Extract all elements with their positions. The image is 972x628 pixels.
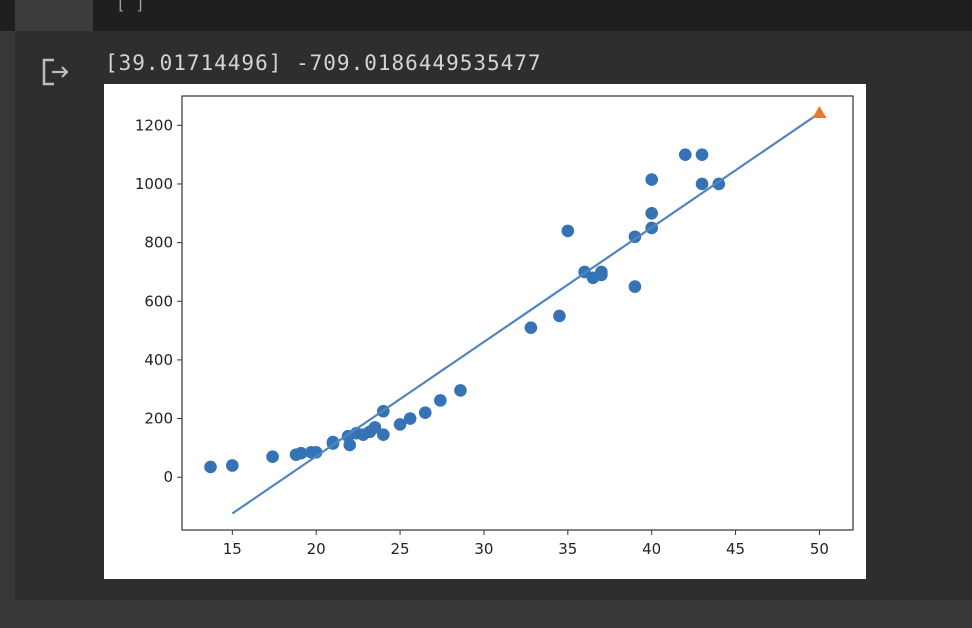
- data-point: [628, 280, 642, 293]
- data-point: [695, 148, 709, 161]
- cell-bracket-mark: [ ]: [116, 0, 145, 13]
- data-point: [678, 148, 692, 161]
- data-point: [595, 265, 608, 279]
- x-tick-label: 35: [558, 540, 577, 558]
- data-point: [226, 459, 239, 472]
- data-point: [418, 406, 432, 420]
- y-tick-label: 1000: [135, 175, 173, 193]
- y-tick-label: 400: [144, 351, 173, 369]
- data-point: [266, 450, 279, 463]
- data-point: [403, 412, 417, 425]
- x-tick-label: 45: [726, 540, 745, 558]
- output-redirect-icon[interactable]: [40, 57, 72, 87]
- printed-output-text: [39.01714496] -709.0186449535477: [105, 51, 542, 75]
- data-point: [695, 177, 709, 191]
- data-point: [294, 446, 308, 460]
- x-tick-label: 40: [642, 540, 661, 558]
- predicted-point: [812, 106, 827, 119]
- data-point: [393, 418, 407, 431]
- data-point: [377, 428, 390, 441]
- x-tick-label: 25: [391, 540, 410, 558]
- data-point: [434, 394, 447, 407]
- y-tick-label: 800: [144, 234, 173, 252]
- data-point: [368, 421, 382, 434]
- x-tick-label: 50: [810, 540, 829, 558]
- data-point: [326, 435, 340, 449]
- x-tick-label: 15: [223, 540, 242, 558]
- data-point: [524, 321, 538, 334]
- y-tick-label: 1200: [135, 116, 173, 134]
- data-point: [561, 224, 575, 238]
- x-tick-label: 20: [307, 540, 326, 558]
- y-tick-label: 200: [144, 410, 173, 428]
- chart-svg: 15 20 25 30 35 40 45 50 0 200 400 600 800 1000 1200: [135, 95, 854, 558]
- x-tick-label: 30: [474, 540, 493, 558]
- run-cell-button[interactable]: [15, 0, 93, 31]
- plot-frame: [181, 95, 854, 531]
- data-point: [454, 384, 467, 397]
- scatter-plot: 15 20 25 30 35 40 45 50 0 200 400 600 800 1000 1200: [104, 84, 866, 579]
- data-point: [645, 173, 658, 186]
- data-point: [204, 460, 217, 474]
- top-bar: [ ]: [0, 0, 972, 31]
- y-tick-label: 600: [144, 292, 173, 310]
- regression-line: [231, 112, 821, 515]
- data-point: [645, 206, 658, 220]
- data-point: [343, 438, 357, 452]
- data-point: [553, 309, 566, 323]
- y-tick-label: 0: [163, 468, 173, 486]
